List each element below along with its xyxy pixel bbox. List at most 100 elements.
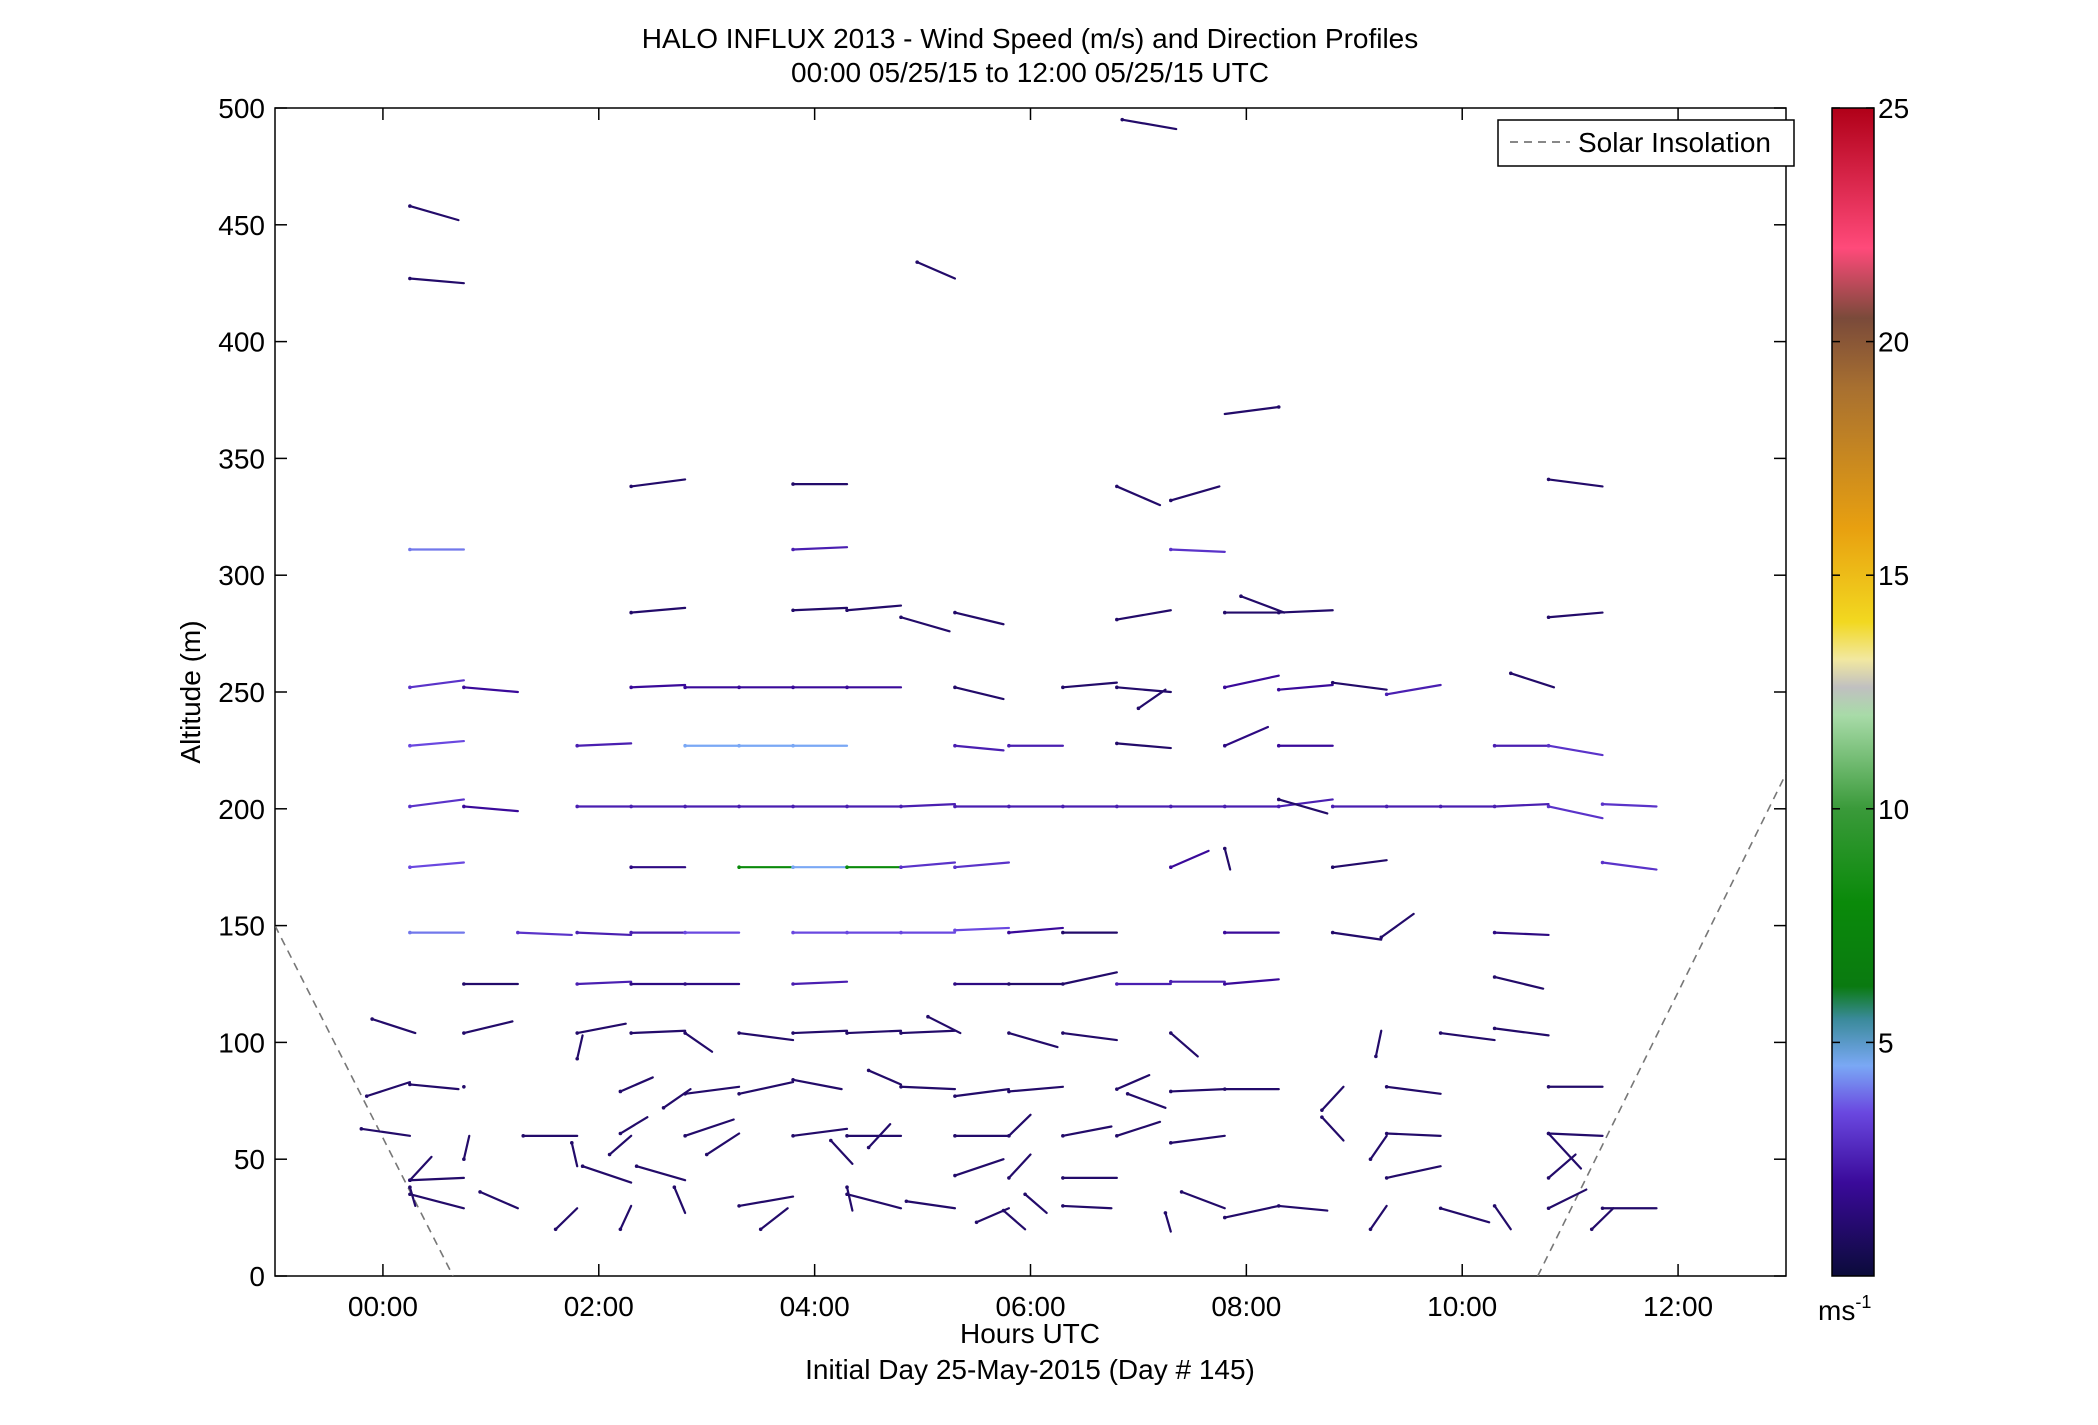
wind-vector: [1331, 859, 1388, 869]
wind-vector-origin: [1546, 1131, 1551, 1136]
wind-vector: [1547, 1132, 1604, 1137]
wind-vector: [1169, 1031, 1199, 1058]
y-tick-label: 450: [218, 210, 265, 241]
wind-vector-origin: [580, 1164, 585, 1169]
wind-vector: [1024, 1193, 1048, 1215]
wind-vector: [791, 1078, 843, 1091]
wind-vector: [1493, 1027, 1550, 1037]
wind-vector-origin: [1222, 846, 1227, 851]
wind-vector: [581, 1165, 633, 1184]
wind-vector: [1007, 1113, 1032, 1137]
wind-vector-origin: [462, 1084, 466, 1089]
wind-vector: [462, 1134, 471, 1161]
wind-vector-origin: [629, 982, 633, 986]
wind-vector-origin: [1276, 1204, 1281, 1208]
wind-vector-origin: [1368, 1227, 1373, 1232]
wind-vector: [1320, 1085, 1345, 1112]
wind-vector: [737, 1081, 795, 1095]
wind-vector-origin: [462, 804, 466, 809]
wind-vector-origin: [462, 685, 466, 690]
wind-vector-origin: [845, 804, 849, 809]
wind-vector-origin: [904, 1199, 909, 1204]
wind-vector: [1547, 478, 1604, 488]
wind-vector: [576, 931, 633, 937]
wind-vector-origin: [1222, 930, 1227, 935]
wind-vector-origin: [575, 1056, 579, 1061]
wind-vector: [1121, 118, 1178, 131]
wind-vector: [1169, 849, 1210, 869]
wind-vector-origin: [1320, 1108, 1324, 1112]
wind-vector: [576, 742, 633, 747]
colorbar-tick-label: 25: [1878, 93, 1909, 124]
wind-vector-origin: [575, 982, 579, 986]
wind-vector-origin: [1374, 1054, 1378, 1059]
wind-vector-origin: [953, 928, 957, 933]
wind-vector-origin: [845, 608, 849, 613]
plot-frame: [274, 107, 1787, 1277]
wind-vector-origin: [478, 1190, 482, 1194]
wind-vector-origin: [570, 1141, 574, 1145]
wind-vector: [408, 798, 465, 808]
wind-vector-origin: [953, 804, 957, 809]
wind-vector-origin: [953, 1134, 957, 1138]
wind-vector: [705, 1132, 741, 1156]
wind-vector-origin: [1222, 685, 1227, 690]
wind-vector: [1493, 975, 1545, 990]
wind-vector: [1439, 1031, 1496, 1042]
wind-vector: [953, 861, 1011, 869]
wind-vector: [608, 1134, 633, 1156]
wind-vector-origin: [1384, 1084, 1389, 1089]
wind-vector-origin: [683, 743, 687, 748]
legend-entry-solar-insolation: Solar Insolation: [1578, 127, 1771, 158]
wind-vector-origin: [1169, 865, 1173, 869]
wind-vector-origin: [1384, 804, 1389, 809]
wind-vector: [1380, 912, 1415, 939]
wind-vector-origin: [1169, 1089, 1173, 1094]
wind-vector: [1601, 861, 1658, 871]
colorbar-unit-base: ms: [1818, 1295, 1855, 1326]
wind-vector: [916, 261, 957, 280]
wind-vector-origin: [683, 982, 687, 986]
wind-vector-origin: [1061, 1176, 1065, 1180]
wind-vector: [1331, 681, 1388, 691]
wind-vector-origin: [866, 1145, 871, 1150]
wind-vector-origin: [1492, 975, 1497, 979]
wind-vector: [1369, 1134, 1388, 1161]
wind-vector-origin: [866, 1068, 871, 1073]
wind-vector-origin: [1320, 1115, 1324, 1119]
wind-vector: [791, 546, 849, 551]
wind-vector-origin: [704, 1152, 709, 1157]
wind-vector-origin: [683, 1134, 687, 1138]
wind-vector-origin: [462, 1157, 466, 1161]
wind-vector-origin: [1546, 477, 1551, 482]
wind-vector-origin: [791, 865, 795, 869]
solar-insolation-line: [1537, 773, 1786, 1276]
wind-vector-origin: [683, 685, 687, 690]
wind-vector: [1007, 1031, 1059, 1049]
wind-vector: [1331, 931, 1383, 941]
wind-vector: [1277, 683, 1334, 691]
wind-vector-origin: [618, 1227, 623, 1232]
wind-vector: [829, 1139, 854, 1165]
wind-vector: [1547, 805, 1604, 820]
colorbar-tick-label: 5: [1878, 1027, 1894, 1058]
wind-vector-origin: [1330, 865, 1335, 869]
x-axis-sublabel: Initial Day 25-May-2015 (Day # 145): [805, 1354, 1255, 1385]
wind-vector: [1007, 1085, 1064, 1093]
wind-vector-origin: [829, 1138, 833, 1143]
wind-vector-origin: [1222, 610, 1227, 615]
colorbar-unit-exponent: -1: [1855, 1292, 1871, 1312]
wind-vector: [1169, 1134, 1226, 1144]
wind-vector-origin: [1492, 804, 1497, 809]
wind-vector-origin: [1384, 1176, 1389, 1180]
x-axis-label: Hours UTC: [960, 1318, 1100, 1349]
wind-vector-origin: [845, 1134, 849, 1138]
wind-vector: [953, 1158, 1005, 1177]
wind-vector: [737, 1031, 795, 1042]
wind-vector: [576, 1022, 627, 1035]
wind-vector: [684, 1031, 714, 1053]
wind-vector: [845, 1029, 903, 1035]
wind-vector-origin: [629, 610, 633, 615]
x-tick-label: 06:00: [995, 1291, 1065, 1322]
wind-vector-origin: [1007, 1031, 1011, 1035]
